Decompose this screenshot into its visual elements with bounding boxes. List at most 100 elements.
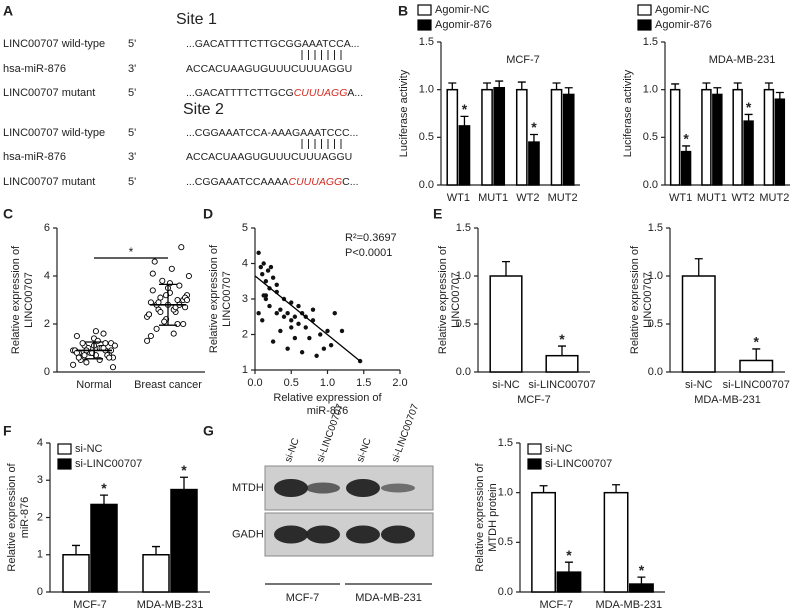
point bbox=[318, 332, 323, 337]
bar bbox=[481, 88, 493, 186]
dot bbox=[147, 332, 154, 340]
dot bbox=[170, 330, 177, 337]
x-tick-label: WT1 bbox=[669, 192, 692, 204]
bar bbox=[739, 359, 774, 373]
error-bar bbox=[72, 544, 80, 555]
blot-band bbox=[381, 483, 415, 493]
error-bar bbox=[702, 82, 711, 90]
y-tick-label: 1.5 bbox=[456, 222, 471, 234]
dot bbox=[149, 270, 156, 277]
significance-mark: * bbox=[462, 101, 468, 117]
dot bbox=[157, 308, 164, 316]
bar bbox=[170, 488, 198, 593]
sequence-end: 3' bbox=[128, 151, 136, 163]
bar bbox=[701, 88, 712, 186]
blot-band bbox=[274, 525, 308, 544]
y-tick-label: 5 bbox=[242, 222, 248, 234]
sequence-end: 5' bbox=[128, 176, 136, 188]
y-tick-label: 1.5 bbox=[498, 437, 513, 449]
blot-band bbox=[274, 479, 308, 497]
error-bar bbox=[682, 145, 691, 152]
dot bbox=[183, 296, 191, 304]
error-bar bbox=[483, 82, 492, 90]
y-tick-label: 1.5 bbox=[648, 222, 663, 234]
point bbox=[325, 328, 330, 334]
y-tick-label: 1.0 bbox=[456, 270, 471, 282]
y-axis-label: Relative expression of bbox=[629, 245, 641, 354]
sequence: ...CGGAAATCCA-AAAGAAATCCC... bbox=[186, 127, 358, 139]
error-bar bbox=[637, 576, 646, 585]
bar bbox=[732, 88, 743, 186]
point bbox=[278, 328, 283, 334]
blot-band bbox=[306, 525, 340, 544]
sequence-name: LINC00707 wild-type bbox=[3, 127, 105, 139]
legend-label: Agomir-NC bbox=[435, 4, 489, 16]
chart-title: MDA-MB-231 bbox=[709, 54, 776, 66]
x-tick-label: MUT2 bbox=[548, 192, 578, 204]
point bbox=[296, 303, 301, 309]
error-bar bbox=[744, 113, 753, 122]
x-axis-label: MDA-MB-231 bbox=[694, 394, 761, 406]
legend-label: si-NC bbox=[75, 443, 103, 455]
sequence-part: ...CGGAAATCCA-AAAGAAATCCC... bbox=[186, 127, 358, 139]
point bbox=[328, 342, 334, 348]
y-axis-label: Relative expression of bbox=[437, 245, 449, 354]
x-tick-label: MCF-7 bbox=[73, 599, 107, 611]
legend-swatch bbox=[637, 19, 652, 31]
sequence: ...CGGAAATCCAAAACUUUAGGC... bbox=[186, 176, 359, 188]
significance-mark: * bbox=[746, 99, 752, 115]
significance-mark: * bbox=[129, 245, 134, 259]
sequence-end: 5' bbox=[128, 38, 136, 50]
legend-swatch bbox=[637, 4, 652, 16]
x-tick-label: 1.0 bbox=[320, 377, 335, 389]
dot bbox=[100, 330, 107, 337]
legend-label: si-NC bbox=[545, 443, 573, 455]
dot bbox=[145, 311, 153, 318]
y-axis-label: Relative expression of bbox=[208, 244, 220, 353]
dot bbox=[102, 340, 109, 347]
dot bbox=[106, 354, 113, 361]
bar bbox=[515, 88, 528, 186]
point bbox=[321, 346, 327, 351]
point bbox=[307, 335, 312, 341]
panel-label: D bbox=[203, 206, 213, 222]
y-tick-label: 2 bbox=[37, 511, 43, 523]
dot bbox=[83, 359, 90, 366]
bar bbox=[493, 87, 506, 186]
bar bbox=[712, 93, 723, 186]
bar bbox=[550, 88, 563, 186]
point bbox=[314, 353, 319, 358]
dot bbox=[161, 318, 168, 325]
sequence-part: C... bbox=[342, 176, 358, 188]
y-tick-label: 0 bbox=[37, 586, 43, 598]
error-bar bbox=[552, 82, 561, 90]
x-tick-label: 1.5 bbox=[356, 377, 371, 389]
x-tick-label: MDA-MB-231 bbox=[137, 599, 204, 611]
error-bar bbox=[100, 494, 108, 505]
y-tick-label: 0 bbox=[44, 366, 50, 378]
bar bbox=[62, 554, 90, 593]
significance-mark: * bbox=[531, 119, 537, 135]
annotation: R²=0.3697 bbox=[345, 232, 397, 244]
error-bar bbox=[558, 345, 566, 356]
y-tick-label: 1.5 bbox=[643, 36, 658, 48]
x-tick-label: si-NC bbox=[685, 379, 713, 391]
y-axis-label: Relative expression of bbox=[6, 462, 18, 571]
x-tick-label: MCF-7 bbox=[539, 599, 573, 611]
x-axis-label: Relative expression of bbox=[273, 392, 382, 404]
error-bar bbox=[495, 80, 504, 88]
bar bbox=[446, 88, 459, 186]
error-bar bbox=[539, 485, 548, 493]
sequence-name: LINC00707 mutant bbox=[3, 176, 95, 188]
sequence: ACCACUAAGUGUUUCUUUAGGU bbox=[186, 151, 352, 163]
dot bbox=[178, 244, 185, 251]
y-axis-label: Luciferase activity bbox=[622, 69, 634, 157]
y-tick-label: 4 bbox=[44, 270, 50, 282]
dot bbox=[70, 361, 77, 368]
point bbox=[263, 296, 269, 302]
x-tick-label: si-LINC00707 bbox=[723, 379, 790, 391]
bar bbox=[603, 491, 629, 593]
y-tick-label: 4 bbox=[37, 437, 43, 449]
blot-band bbox=[346, 479, 380, 497]
dot bbox=[180, 320, 187, 328]
